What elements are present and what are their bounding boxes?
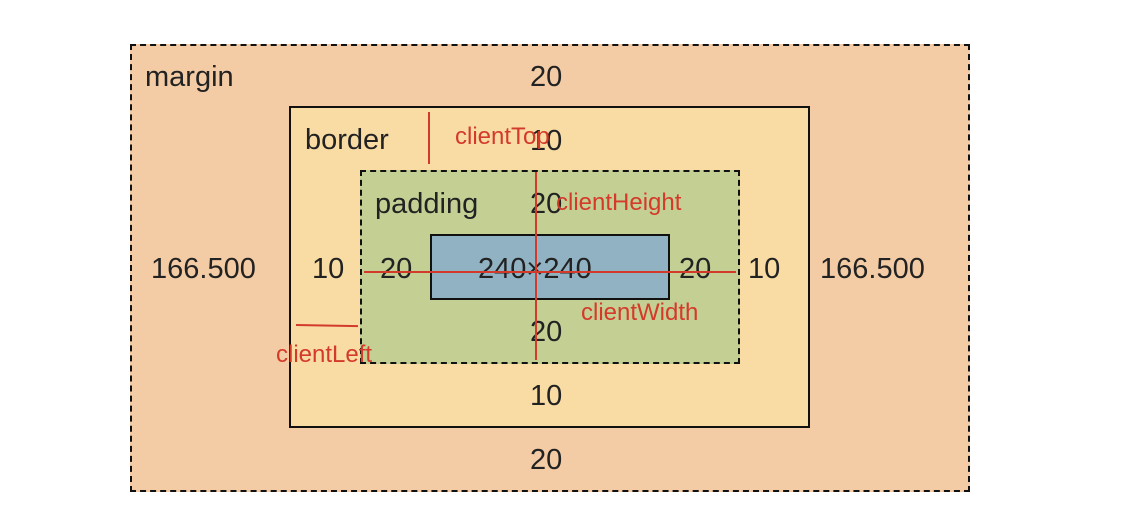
- content-box: [430, 234, 670, 300]
- client-height-label: clientHeight: [556, 189, 682, 216]
- client-height-line: [535, 172, 537, 360]
- client-top-line: [428, 112, 430, 164]
- padding-right-value: 20: [679, 253, 712, 285]
- border-top-value: 10: [530, 125, 563, 157]
- margin-top-value: 20: [530, 61, 563, 93]
- margin-left-value: 166.500: [151, 253, 256, 285]
- padding-label: padding: [375, 188, 479, 220]
- client-left-label: clientLeft: [276, 341, 373, 368]
- padding-left-value: 20: [380, 253, 413, 285]
- border-right-value: 10: [748, 253, 781, 285]
- client-width-line: [364, 271, 736, 273]
- margin-label: margin: [145, 61, 234, 93]
- border-label: border: [305, 124, 389, 156]
- client-width-label: clientWidth: [581, 299, 699, 326]
- client-top-label: clientTop: [455, 123, 550, 150]
- margin-right-value: 166.500: [820, 253, 925, 285]
- border-left-value: 10: [312, 253, 345, 285]
- margin-bottom-value: 20: [530, 444, 563, 476]
- content-size: 240×240: [478, 255, 592, 284]
- border-bottom-value: 10: [530, 380, 563, 412]
